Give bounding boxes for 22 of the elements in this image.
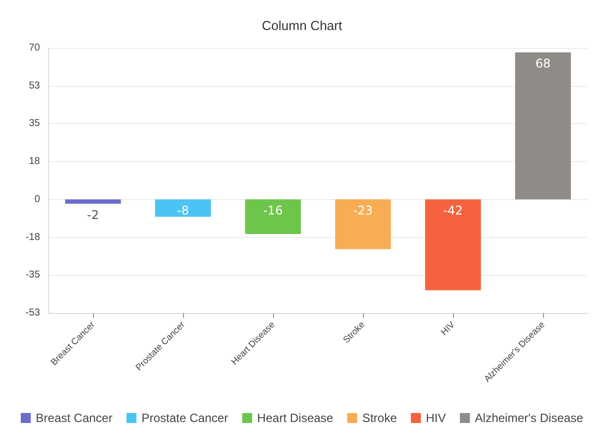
legend-label: Alzheimer's Disease (474, 411, 584, 425)
y-tick-label: -53 (26, 308, 40, 318)
legend-label: Breast Cancer (36, 411, 112, 425)
y-tick-label: 53 (28, 80, 40, 92)
legend-label: Stroke (362, 411, 398, 425)
data-label: -2 (87, 208, 99, 222)
y-tick-label: -35 (26, 270, 40, 281)
x-tick-label: HIV (438, 319, 457, 338)
legend-label: Heart Disease (257, 411, 334, 425)
legend-label: Prostate Cancer (141, 411, 228, 425)
y-tick-label: 35 (28, 118, 40, 130)
data-label: -8 (177, 203, 189, 218)
data-label: -16 (263, 203, 283, 218)
chart-title: Column Chart (262, 18, 342, 33)
data-label: 68 (535, 56, 551, 70)
data-label: -23 (353, 203, 373, 218)
y-tick-label: 70 (28, 42, 40, 54)
y-tick-label: 0 (34, 194, 40, 205)
data-label: -42 (443, 203, 463, 218)
y-tick-label: 18 (28, 156, 40, 168)
legend-label: HIV (426, 411, 446, 425)
y-tick-label: -18 (26, 232, 40, 243)
